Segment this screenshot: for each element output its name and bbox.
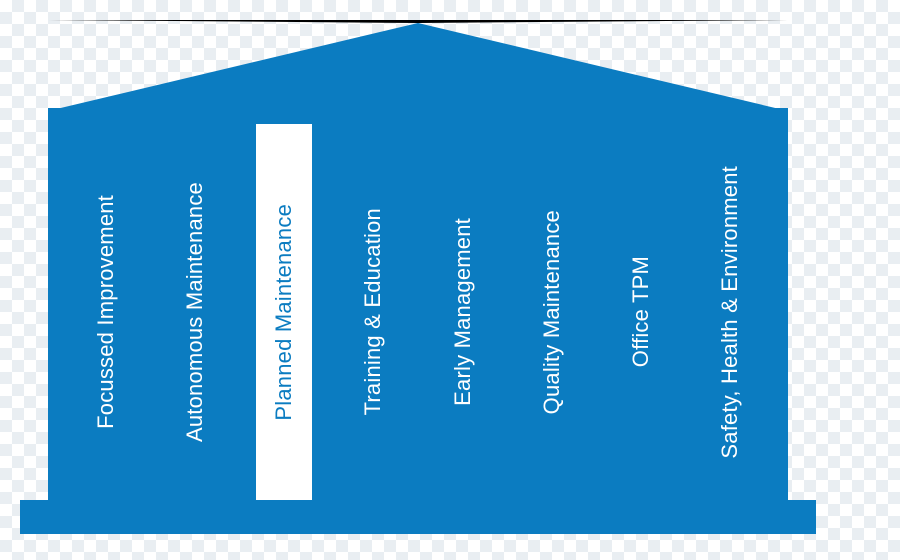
temple-base	[20, 500, 816, 534]
pillar-6: Office TPM	[613, 124, 669, 500]
pillar-4: Early Management	[435, 124, 491, 500]
pillar-label-3: Training & Education	[362, 208, 384, 415]
pillar-label-2: Planned Maintenance	[273, 204, 295, 421]
pillar-label-7: Safety, Health & Environment	[719, 166, 741, 459]
pillar-7: Safety, Health & Environment	[702, 124, 758, 500]
pillar-2: Planned Maintenance	[256, 124, 312, 500]
pillar-label-6: Office TPM	[630, 256, 652, 367]
temple-roof	[48, 20, 788, 111]
pillar-label-1: Autonomous Maintenance	[184, 182, 206, 442]
pillar-row: Focussed Improvement Autonomous Maintenan…	[78, 124, 758, 500]
pillar-3: Training & Education	[345, 124, 401, 500]
pillar-label-5: Quality Maintenance	[541, 210, 563, 414]
canvas: Focussed Improvement Autonomous Maintenan…	[0, 0, 900, 560]
pillar-5: Quality Maintenance	[524, 124, 580, 500]
pillar-label-0: Focussed Improvement	[95, 195, 117, 429]
pillar-label-4: Early Management	[452, 218, 474, 406]
pillar-1: Autonomous Maintenance	[167, 124, 223, 500]
pillar-0: Focussed Improvement	[78, 124, 134, 500]
